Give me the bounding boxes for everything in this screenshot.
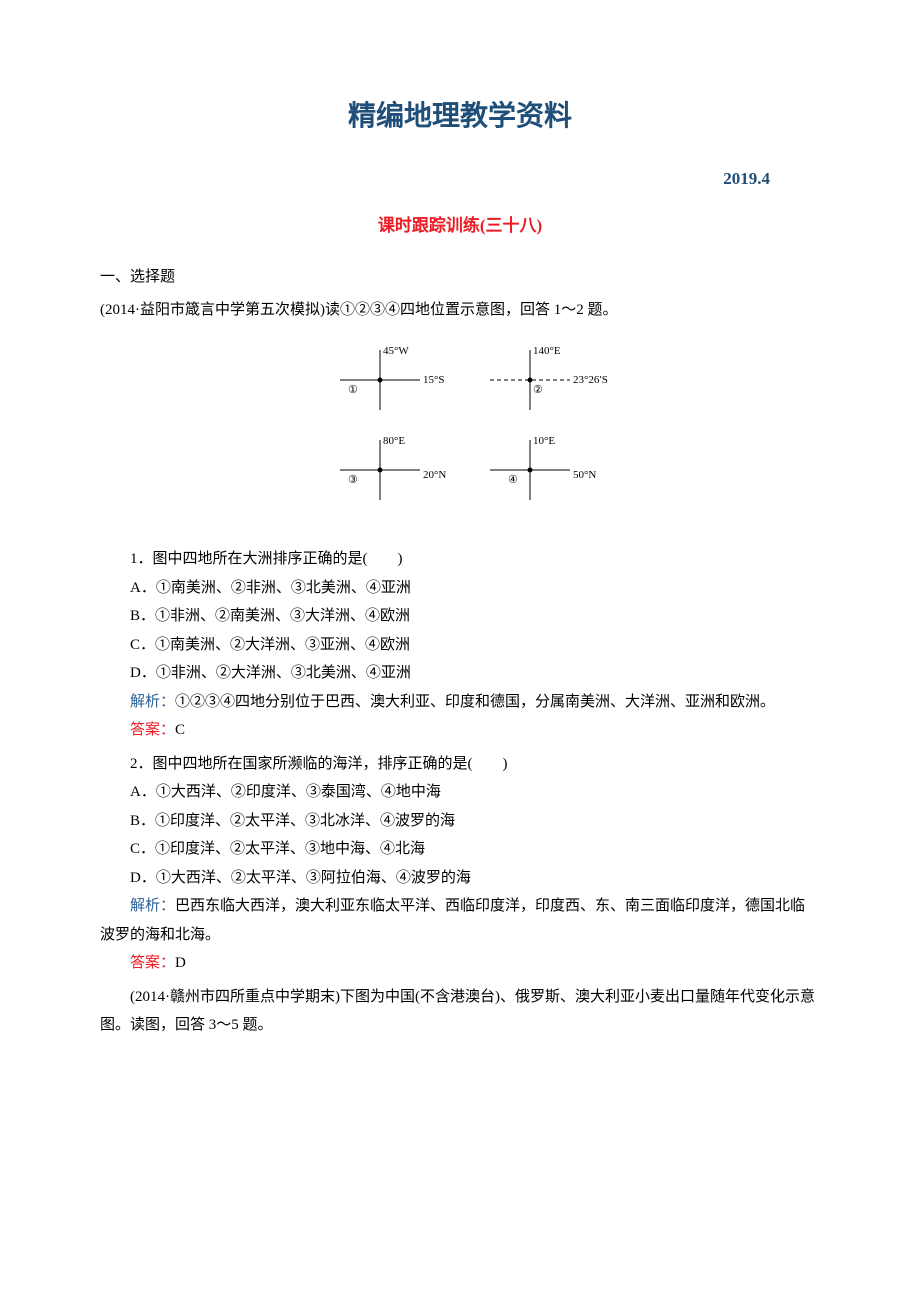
q1-option-c: C．①南美洲、②大洋洲、③亚洲、④欧洲 (100, 631, 820, 660)
q2-stem: 2．图中四地所在国家所濒临的海洋，排序正确的是( ) (100, 750, 820, 779)
subtitle: 课时跟踪训练(三十八) (100, 210, 820, 242)
q1-option-b: B．①非洲、②南美洲、③大洋洲、④欧洲 (100, 602, 820, 631)
date-label: 2019.4 (100, 163, 820, 195)
q2-analysis: 解析：巴西东临大西洋，澳大利亚东临太平洋、西临印度洋，印度西、东、南三面临印度洋… (100, 892, 820, 949)
q2-option-b: B．①印度洋、②太平洋、③北冰洋、④波罗的海 (100, 807, 820, 836)
svg-text:45°W: 45°W (383, 345, 409, 357)
svg-text:③: ③ (348, 474, 358, 486)
diagram-svg: 45°W ① 15°S 140°E ② 23°26′S 80°E ③ 20°N (290, 340, 630, 520)
q1-option-a: A．①南美洲、②非洲、③北美洲、④亚洲 (100, 574, 820, 603)
svg-text:10°E: 10°E (533, 435, 555, 447)
svg-text:80°E: 80°E (383, 435, 405, 447)
svg-text:15°S: 15°S (423, 374, 445, 386)
q1-answer-text: C (175, 722, 185, 738)
diagram-point-1: 45°W ① 15°S (340, 345, 445, 410)
diagram-point-2: 140°E ② 23°26′S (490, 345, 608, 410)
location-diagram: 45°W ① 15°S 140°E ② 23°26′S 80°E ③ 20°N (100, 340, 820, 531)
q2-answer-label: 答案： (130, 955, 175, 971)
section-label: 一、选择题 (100, 263, 820, 292)
q2-option-d: D．①大西洋、②太平洋、③阿拉伯海、④波罗的海 (100, 864, 820, 893)
q1-stem: 1．图中四地所在大洲排序正确的是( ) (100, 545, 820, 574)
q2-analysis-label: 解析： (130, 898, 175, 914)
q1-answer-label: 答案： (130, 722, 175, 738)
svg-text:②: ② (533, 384, 543, 396)
svg-text:①: ① (348, 384, 358, 396)
intro-text-1: (2014·益阳市箴言中学第五次模拟)读①②③④四地位置示意图，回答 1～2 题… (100, 296, 820, 325)
svg-text:23°26′S: 23°26′S (573, 374, 608, 386)
diagram-point-3: 80°E ③ 20°N (340, 435, 446, 500)
q1-analysis-label: 解析： (130, 694, 175, 710)
q2-answer-text: D (175, 955, 186, 971)
svg-text:140°E: 140°E (533, 345, 561, 357)
q1-analysis: 解析：①②③④四地分别位于巴西、澳大利亚、印度和德国，分属南美洲、大洋洲、亚洲和… (100, 688, 820, 717)
main-title: 精编地理教学资料 (100, 90, 820, 143)
svg-text:④: ④ (508, 474, 518, 486)
intro-text-2: (2014·赣州市四所重点中学期末)下图为中国(不含港澳台)、俄罗斯、澳大利亚小… (100, 983, 820, 1040)
svg-text:50°N: 50°N (573, 469, 596, 481)
q2-answer: 答案：D (100, 949, 820, 978)
diagram-point-4: 10°E ④ 50°N (490, 435, 596, 500)
q2-option-c: C．①印度洋、②太平洋、③地中海、④北海 (100, 835, 820, 864)
q1-analysis-text: ①②③④四地分别位于巴西、澳大利亚、印度和德国，分属南美洲、大洋洲、亚洲和欧洲。 (175, 694, 775, 710)
svg-text:20°N: 20°N (423, 469, 446, 481)
q2-analysis-text: 巴西东临大西洋，澳大利亚东临太平洋、西临印度洋，印度西、东、南三面临印度洋，德国… (100, 898, 805, 943)
q2-option-a: A．①大西洋、②印度洋、③泰国湾、④地中海 (100, 778, 820, 807)
q1-answer: 答案：C (100, 716, 820, 745)
q1-option-d: D．①非洲、②大洋洲、③北美洲、④亚洲 (100, 659, 820, 688)
